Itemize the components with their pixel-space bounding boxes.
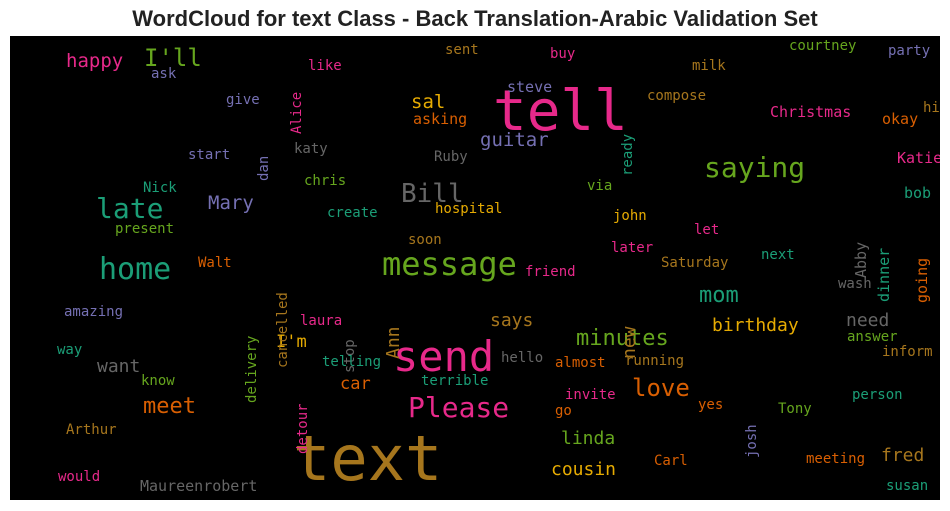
word-sent: sent <box>445 42 479 58</box>
word-ask: ask <box>151 66 177 82</box>
word-next: next <box>761 247 795 263</box>
word-going: going <box>913 257 931 303</box>
word-ready: ready <box>620 133 636 176</box>
word-soon: soon <box>408 232 442 248</box>
word-walt: Walt <box>198 255 232 271</box>
word-katy: katy <box>294 141 328 157</box>
word-maureenrobert: Maureenrobert <box>140 477 258 495</box>
word-need: need <box>846 310 890 331</box>
word-arthur: Arthur <box>66 422 117 438</box>
word-meeting: meeting <box>806 451 866 467</box>
word-telling: telling <box>322 354 382 370</box>
word-minutes: minutes <box>576 326 669 351</box>
word-dinner: dinner <box>875 247 893 302</box>
word-hello: hello <box>501 350 544 366</box>
word-carl: Carl <box>654 453 688 469</box>
word-start: start <box>188 147 231 163</box>
word-katie: Katie <box>897 149 940 167</box>
word-party: party <box>888 43 931 59</box>
word-ann: Ann <box>383 326 404 359</box>
word-almost: almost <box>555 355 606 371</box>
word-says: says <box>490 310 534 331</box>
word-milk: milk <box>692 58 726 74</box>
word-friend: friend <box>525 264 576 280</box>
word-courtney: courtney <box>789 38 857 54</box>
word-tony: Tony <box>778 401 812 417</box>
word-way: way <box>57 342 83 358</box>
word-detour: detour <box>295 403 311 454</box>
word-linda: linda <box>561 428 616 449</box>
word-present: present <box>115 221 175 237</box>
word-saying: saying <box>704 151 806 184</box>
word-chris: chris <box>304 173 347 189</box>
wordcloud-canvas: text tell send message saying home late Please B… <box>10 36 940 500</box>
chart-title: WordCloud for text Class - Back Translat… <box>132 6 818 31</box>
word-car: car <box>340 374 371 394</box>
word-create: create <box>327 205 378 221</box>
word-susan: susan <box>886 478 929 494</box>
word-saturday: Saturday <box>661 255 729 271</box>
word-later: later <box>611 240 654 256</box>
word-inform: inform <box>882 344 933 360</box>
word-mary: Mary <box>208 192 254 214</box>
word-asking: asking <box>413 110 468 128</box>
word-go: go <box>555 403 572 419</box>
word-answer: answer <box>847 329 898 345</box>
word-guitar: guitar <box>480 129 549 151</box>
word-birthday: birthday <box>712 315 799 336</box>
word-okay: okay <box>882 110 919 128</box>
word-send: send <box>393 332 495 381</box>
word-nick: Nick <box>143 180 177 196</box>
word-i-ll: I'll <box>144 44 202 72</box>
word-cancelled: cancelled <box>275 292 291 368</box>
word-ruby: Ruby <box>434 149 468 165</box>
word-please: Please <box>408 391 510 424</box>
word-laura: laura <box>300 313 343 329</box>
word-alice: Alice <box>289 91 305 134</box>
word-steve: steve <box>507 78 553 96</box>
word-bill: Bill <box>401 179 464 209</box>
word-terrible: terrible <box>421 373 489 389</box>
word-buy: buy <box>550 46 576 62</box>
word-dan: dan <box>256 155 272 181</box>
word-abby: Abby <box>852 241 870 278</box>
word-let: let <box>694 222 720 238</box>
word-cousin: cousin <box>551 459 617 480</box>
word-delivery: delivery <box>244 335 260 403</box>
word-tell: tell <box>493 79 628 144</box>
word-person: person <box>852 387 903 403</box>
word-message: message <box>382 245 517 283</box>
word-know: know <box>141 373 175 389</box>
word-text: text <box>293 422 443 495</box>
word-like: like <box>308 58 342 74</box>
word-happy: happy <box>66 50 124 72</box>
word-late: late <box>96 192 164 225</box>
word-invite: invite <box>565 387 616 403</box>
word-would: would <box>58 469 101 485</box>
word-yes: yes <box>698 397 724 413</box>
word-fred: fred <box>881 445 925 466</box>
word-bob: bob <box>904 184 932 202</box>
word-mom: mom <box>699 283 739 308</box>
word-sal: sal <box>411 91 446 113</box>
word-via: via <box>587 178 613 194</box>
word-josh: josh <box>744 424 760 458</box>
word-want: want <box>97 356 141 377</box>
word-i-m: I'm <box>276 332 307 352</box>
word-hi: hi <box>923 100 940 116</box>
word-john: john <box>613 208 647 224</box>
word-compose: compose <box>647 88 707 104</box>
word-hospital: hospital <box>435 201 503 217</box>
word-christmas: Christmas <box>770 103 852 121</box>
word-running: running <box>625 353 685 369</box>
word-meet: meet <box>143 394 196 419</box>
word-amazing: amazing <box>64 304 124 320</box>
word-love: love <box>632 374 690 402</box>
word-wash: wash <box>838 276 872 292</box>
word-home: home <box>99 252 172 287</box>
word-give: give <box>226 92 260 108</box>
